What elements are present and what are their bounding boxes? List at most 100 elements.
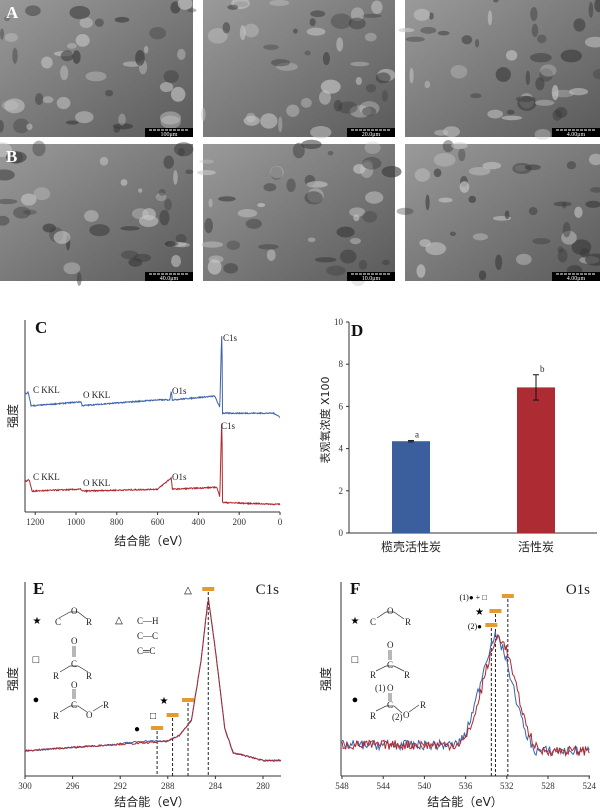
sem-texture xyxy=(443,126,460,138)
sem-image: 100μm xyxy=(0,0,197,138)
sem-texture xyxy=(278,116,283,133)
sem-texture xyxy=(592,69,600,80)
panel-e: 300 296 292 288 284 280 E C1s △ ★ □ ● ★ C O R… xyxy=(5,579,282,809)
y-axis-label: 强度 xyxy=(5,667,20,691)
sem-texture xyxy=(120,226,140,231)
sem-texture xyxy=(201,241,224,248)
sem-texture xyxy=(337,101,358,114)
sem-texture xyxy=(25,5,41,17)
series-line-1 xyxy=(341,634,590,758)
annotation-c1s-red: C1s xyxy=(221,421,236,431)
sem-texture xyxy=(89,224,110,237)
atom-r: R xyxy=(103,700,109,710)
annotation-o-kkl-blue: O KKL xyxy=(83,390,110,400)
marker-label-ester-oxygen: (2)● xyxy=(468,622,482,631)
y-tick-label: 8 xyxy=(339,359,344,369)
sem-texture xyxy=(350,61,370,67)
sem-texture xyxy=(164,241,179,247)
sem-texture xyxy=(99,156,109,166)
sem-texture xyxy=(320,79,341,94)
sem-texture xyxy=(301,139,322,150)
sem-texture xyxy=(260,113,278,129)
annotation-o-kkl-red: O KKL xyxy=(83,478,110,488)
sem-texture xyxy=(531,23,539,37)
annotation-o1s-blue: O1s xyxy=(172,386,187,396)
sem-texture xyxy=(60,50,74,62)
sem-texture xyxy=(0,28,5,40)
sem-texture xyxy=(155,192,167,202)
sem-texture xyxy=(173,170,178,185)
atom-o: O xyxy=(71,636,78,646)
atom-r: R xyxy=(404,670,410,680)
sem-texture xyxy=(573,18,586,32)
atom-o: O xyxy=(387,606,394,616)
sem-texture xyxy=(482,161,502,170)
marker-bar xyxy=(489,609,502,613)
marker-bar xyxy=(501,594,514,598)
sem-texture xyxy=(365,83,377,93)
sem-texture xyxy=(359,101,380,116)
sem-texture xyxy=(266,249,276,261)
sem-texture xyxy=(237,208,258,218)
sem-texture xyxy=(245,218,262,229)
triangle-icon: △ xyxy=(115,615,123,626)
sem-texture xyxy=(468,195,477,204)
sem-texture xyxy=(353,163,366,174)
sem-texture xyxy=(114,16,130,23)
sem-texture xyxy=(590,187,600,193)
panel-label-b: B xyxy=(6,147,17,166)
sem-texture xyxy=(270,59,291,67)
atom-c: C xyxy=(387,700,393,710)
sem-texture xyxy=(536,34,547,44)
y-tick-label: 6 xyxy=(339,401,344,411)
sem-texture xyxy=(53,231,71,244)
sem-texture xyxy=(551,84,559,101)
sem-texture xyxy=(339,249,357,264)
sem-texture xyxy=(0,119,4,133)
sem-texture xyxy=(270,166,283,180)
sem-texture xyxy=(142,208,156,221)
sem-texture xyxy=(42,223,56,233)
sem-texture xyxy=(574,206,583,218)
sem-texture xyxy=(75,34,90,47)
sem-texture xyxy=(309,18,316,27)
circle-icon: ● xyxy=(352,694,359,706)
sem-texture xyxy=(263,44,279,50)
sem-texture xyxy=(258,244,279,250)
bar-1 xyxy=(517,387,555,533)
y-tick-label: 2 xyxy=(339,486,344,496)
sem-texture xyxy=(12,47,18,64)
sem-texture xyxy=(349,105,372,118)
sem-texture xyxy=(362,106,377,117)
sem-texture xyxy=(75,111,94,124)
sem-texture xyxy=(487,109,504,119)
sem-texture xyxy=(336,226,355,238)
sem-texture xyxy=(398,27,415,33)
x-tick-label: 0 xyxy=(278,517,283,527)
sem-texture xyxy=(218,196,236,202)
atom-c: C xyxy=(137,616,143,626)
bond-double-c: ═C xyxy=(142,646,155,656)
panel-label-a: A xyxy=(6,3,19,22)
sem-texture xyxy=(63,262,81,275)
x-tick-label: 600 xyxy=(151,517,165,527)
sem-texture xyxy=(175,234,187,244)
x-tick-label: 1200 xyxy=(26,517,45,527)
sem-texture xyxy=(420,26,437,34)
atom-r: R xyxy=(86,671,92,681)
sem-texture xyxy=(579,248,590,258)
sem-texture xyxy=(375,72,391,84)
sem-texture xyxy=(226,240,241,250)
x-tick-label: 300 xyxy=(18,781,32,791)
series-line-1 xyxy=(24,598,282,762)
sem-texture xyxy=(307,237,316,243)
marker-bar xyxy=(151,726,164,730)
x-tick-label: 532 xyxy=(500,781,514,791)
sem-texture xyxy=(41,56,53,69)
sem-image: 4.00μm xyxy=(398,0,600,140)
sem-texture xyxy=(442,140,454,153)
sem-texture xyxy=(158,188,166,196)
annotation-c-kkl-blue: C KKL xyxy=(33,385,60,395)
sem-texture xyxy=(568,88,589,96)
